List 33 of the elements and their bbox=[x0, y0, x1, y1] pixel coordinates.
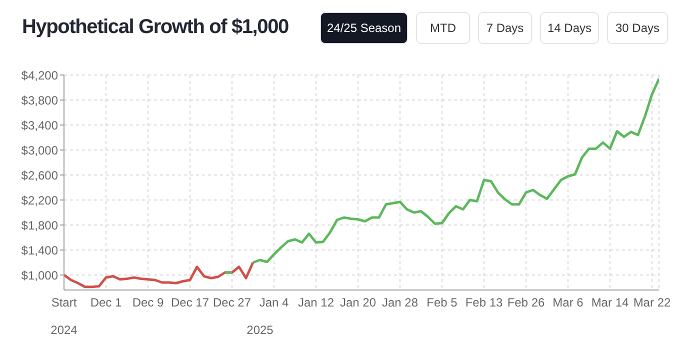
y-tick-label: $3,000 bbox=[21, 143, 58, 158]
x-tick-label: Dec 27 bbox=[212, 296, 252, 310]
x-tick-label: Jan 12 bbox=[298, 296, 334, 310]
text: 14 Days bbox=[540, 12, 599, 44]
y-tick-label: $1,000 bbox=[21, 268, 58, 282]
x-tick-label: Feb 13 bbox=[465, 296, 504, 310]
x-tick-label: Dec 1 bbox=[90, 296, 122, 310]
text: MTD bbox=[416, 12, 470, 44]
y-tick-label: $4,200 bbox=[21, 68, 58, 82]
y-tick-label: $2,600 bbox=[21, 168, 58, 182]
y-tick-label: $3,400 bbox=[21, 118, 58, 132]
x-tick-label: Jan 28 bbox=[382, 296, 418, 310]
text: 7 Days bbox=[478, 12, 532, 44]
x-tick-label: Mar 22 bbox=[633, 296, 671, 310]
x-tick-label: Dec 9 bbox=[132, 296, 164, 310]
x-tick-label: Jan 4 bbox=[259, 296, 289, 310]
x-tick-label: Feb 5 bbox=[426, 296, 458, 310]
y-tick-label: $2,200 bbox=[21, 193, 58, 208]
x-tick-label: Mar 14 bbox=[591, 296, 629, 310]
x-tick-label: Dec 17 bbox=[170, 296, 210, 310]
text: 2025 bbox=[246, 323, 274, 337]
x-tick-label: Jan 20 bbox=[340, 296, 376, 310]
x-tick-label: Start bbox=[51, 296, 78, 310]
text: 30 Days bbox=[607, 12, 668, 44]
y-tick-label: $1,800 bbox=[21, 218, 58, 232]
text: 2024 bbox=[50, 323, 78, 337]
line-series bbox=[64, 261, 254, 288]
text: 24/25 Season bbox=[320, 12, 408, 44]
x-tick-label: Feb 26 bbox=[507, 296, 546, 310]
y-tick-label: $3,800 bbox=[21, 93, 58, 108]
y-tick-label: $1,400 bbox=[21, 243, 58, 258]
x-tick-label: Mar 6 bbox=[552, 296, 584, 310]
chart-title: Hypothetical Growth of $1,000 bbox=[22, 16, 288, 39]
